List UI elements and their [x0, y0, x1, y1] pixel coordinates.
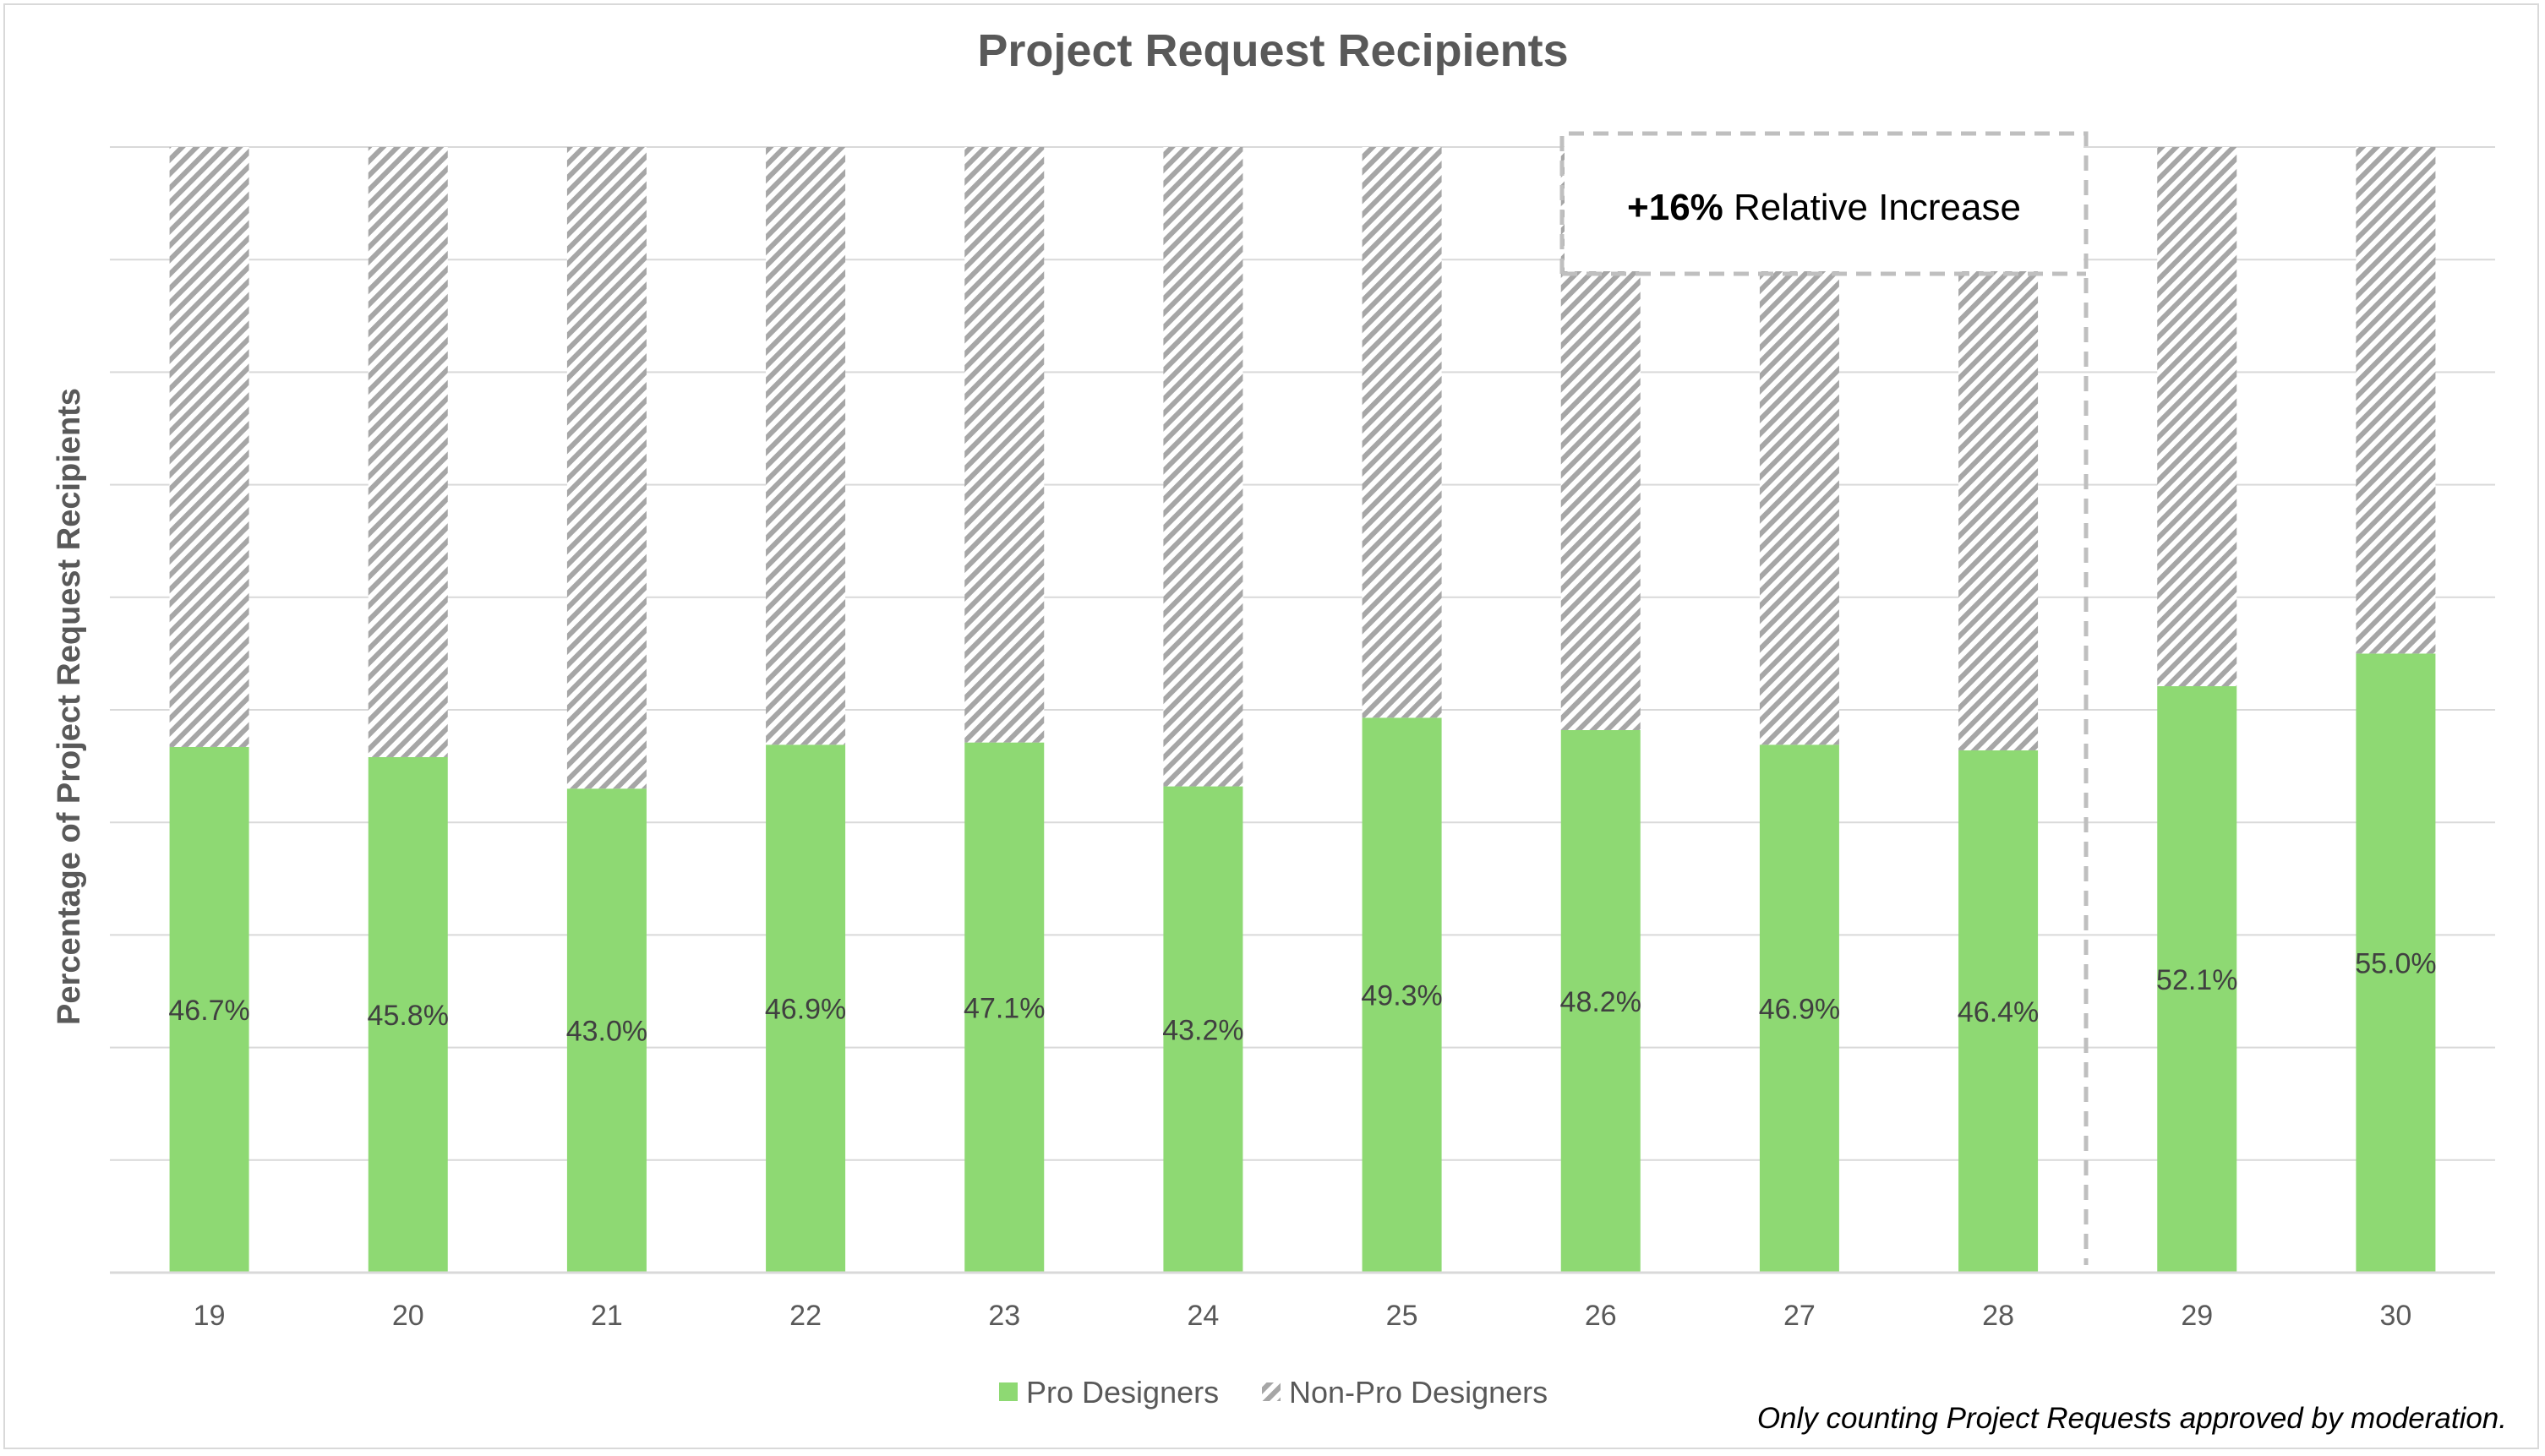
bar-pro-designers-27 [1759, 744, 1839, 1273]
x-tick-label-26: 26 [1585, 1300, 1617, 1332]
bar-pro-designers-20 [368, 756, 448, 1273]
legend-label-pro: Pro Designers [1026, 1375, 1219, 1410]
data-label-pro-29: 52.1% [2156, 964, 2237, 996]
annotation-text: +16% Relative Increase [1627, 187, 2021, 228]
y-axis-label: Percentage of Project Request Recipients [52, 388, 87, 1025]
x-tick-label-20: 20 [392, 1300, 424, 1332]
bar-pro-designers-29 [2157, 686, 2237, 1273]
data-label-pro-28: 46.4% [1958, 996, 2039, 1028]
chart-svg: Project Request Recipients Percentage of… [52, 25, 2507, 1435]
footnote: Only counting Project Requests approved … [1757, 1402, 2507, 1435]
x-tick-label-22: 22 [789, 1300, 822, 1332]
bars [169, 147, 2436, 1273]
x-tick-label-19: 19 [194, 1300, 226, 1332]
data-label-pro-19: 46.7% [168, 995, 249, 1027]
x-axis-ticks: 19 20 21 22 23 24 25 26 27 28 29 30 [194, 1300, 2412, 1332]
annotation-dashed-box [1559, 131, 2089, 1265]
data-label-pro-23: 47.1% [964, 992, 1045, 1024]
bar-pro-designers-19 [169, 746, 249, 1273]
bar-non-pro-designers-21 [566, 147, 647, 789]
legend-label-non-pro: Non-Pro Designers [1289, 1375, 1548, 1410]
bar-pro-designers-28 [1958, 750, 2039, 1273]
data-label-pro-22: 46.9% [765, 994, 846, 1026]
bar-non-pro-designers-20 [368, 147, 448, 757]
data-label-pro-24: 43.2% [1162, 1014, 1243, 1046]
gridlines [110, 146, 2495, 1161]
legend-swatch-non-pro [1262, 1382, 1281, 1401]
chart-title: Project Request Recipients [977, 25, 1568, 76]
annotation-rest: Relative Increase [1723, 187, 2021, 228]
bar-pro-designers-26 [1560, 729, 1641, 1273]
annotation: +16% Relative Increase [1559, 131, 2089, 1265]
x-tick-label-28: 28 [1982, 1300, 2014, 1332]
bar-non-pro-designers-30 [2356, 147, 2436, 654]
x-tick-label-27: 27 [1783, 1300, 1816, 1332]
x-tick-label-30: 30 [2380, 1300, 2412, 1332]
bar-non-pro-designers-25 [1362, 147, 1442, 718]
bar-pro-designers-22 [766, 744, 846, 1273]
annotation-box-fill [1565, 136, 2084, 271]
x-tick-label-21: 21 [591, 1300, 623, 1332]
data-label-pro-30: 55.0% [2355, 948, 2436, 980]
bar-pro-designers-24 [1163, 786, 1243, 1273]
data-label-pro-26: 48.2% [1560, 986, 1641, 1018]
legend: Pro Designers Non-Pro Designers [999, 1375, 1548, 1410]
data-label-pro-27: 46.9% [1759, 994, 1840, 1026]
data-label-pro-20: 45.8% [368, 1000, 449, 1032]
bar-non-pro-designers-23 [964, 147, 1045, 743]
bar-non-pro-designers-29 [2157, 147, 2237, 687]
data-labels: 46.7% 45.8% 43.0% 46.9% 47.1% 43.2% 49.3% 48.2%… [168, 948, 2436, 1048]
bar-non-pro-designers-24 [1163, 147, 1243, 787]
chart-frame: Project Request Recipients Percentage of… [3, 3, 2539, 1449]
legend-swatch-pro [999, 1382, 1018, 1401]
data-label-pro-25: 49.3% [1361, 980, 1442, 1012]
bar-pro-designers-30 [2356, 653, 2436, 1273]
x-tick-label-25: 25 [1386, 1300, 1418, 1332]
annotation-bold: +16% [1627, 187, 1723, 228]
bar-pro-designers-21 [566, 788, 647, 1273]
x-tick-label-24: 24 [1188, 1300, 1220, 1332]
bar-pro-designers-23 [964, 742, 1045, 1273]
x-tick-label-29: 29 [2181, 1300, 2213, 1332]
bar-non-pro-designers-22 [766, 147, 846, 745]
x-tick-label-23: 23 [988, 1300, 1020, 1332]
bar-non-pro-designers-19 [169, 147, 249, 747]
data-label-pro-21: 43.0% [566, 1016, 647, 1048]
bar-pro-designers-25 [1362, 717, 1442, 1273]
